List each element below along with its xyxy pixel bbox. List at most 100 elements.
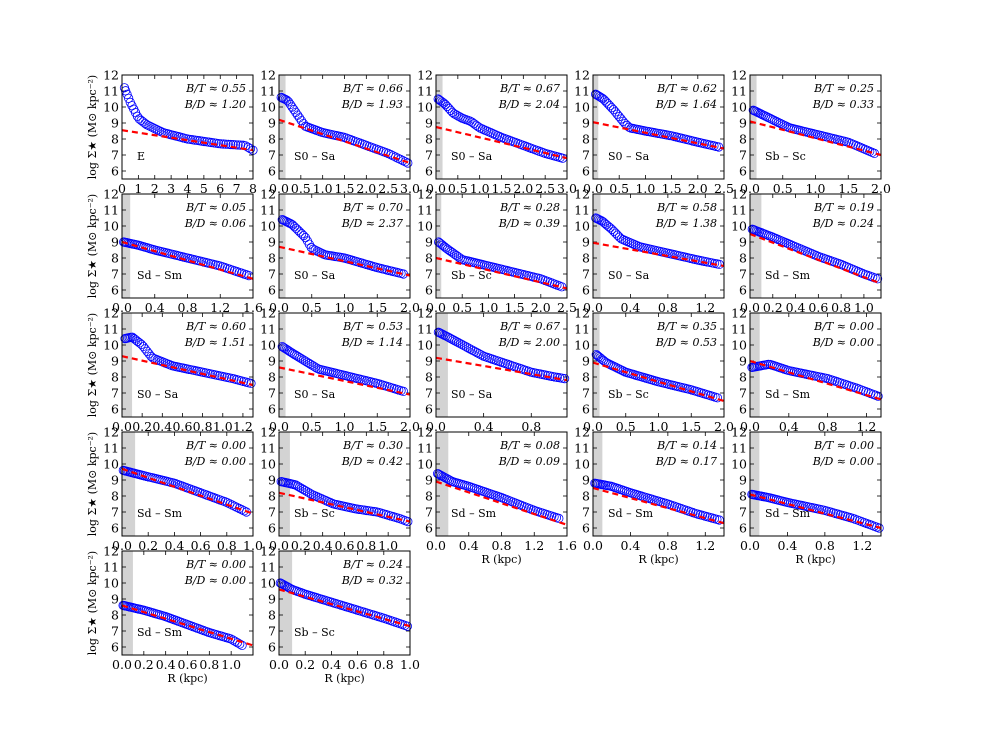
y-tick-label: 10 (417, 219, 433, 234)
bt-ratio-label: B/T ≈ 0.24 (342, 558, 403, 571)
profile-point (865, 146, 875, 156)
y-tick-label: 11 (260, 84, 276, 99)
profile-point (152, 125, 162, 135)
morphology-label: Sb – Sc (294, 507, 335, 520)
disk-fit-line (278, 245, 411, 277)
profile-point (475, 123, 485, 133)
x-tick-label: 0.0 (269, 300, 289, 315)
y-tick-label: 11 (260, 560, 276, 575)
y-tick-label: 9 (111, 473, 119, 488)
x-tick-label: 2.0 (871, 181, 891, 196)
profile-point (439, 98, 449, 108)
morphology-label: Sd – Sm (608, 507, 654, 520)
y-tick-label: 7 (268, 267, 276, 282)
x-tick-label: 1.0 (854, 300, 874, 315)
y-tick-label: 9 (739, 354, 747, 369)
psf-band (279, 313, 286, 417)
profile-point (276, 92, 286, 103)
y-tick-label: 12 (260, 68, 276, 83)
y-tick-label: 9 (268, 592, 276, 607)
y-tick-label: 11 (103, 441, 119, 456)
bd-ratio-label: B/D ≈ 0.33 (812, 98, 874, 111)
disk-fit-line (278, 118, 411, 165)
bt-ratio-label: B/T ≈ 0.66 (342, 82, 403, 95)
profile-point (221, 139, 231, 149)
y-tick-label: 9 (582, 473, 590, 488)
y-tick-label: 10 (260, 100, 276, 115)
y-tick-label: 8 (111, 370, 119, 385)
x-tick-label: 1.5 (505, 300, 525, 315)
morphology-label: S0 – Sa (608, 150, 650, 163)
y-tick-label: 6 (268, 640, 276, 655)
profile-point (486, 128, 496, 138)
x-tick-label: 0.4 (777, 538, 797, 553)
profile-point (595, 215, 605, 225)
y-tick-label: 6 (268, 164, 276, 179)
bd-ratio-label: B/D ≈ 1.14 (341, 336, 403, 349)
profile-point (237, 505, 247, 515)
bt-ratio-label: B/T ≈ 0.58 (656, 201, 717, 214)
bt-ratio-label: B/T ≈ 0.35 (656, 320, 717, 333)
profile-point (554, 513, 564, 524)
y-tick-label: 8 (268, 608, 276, 623)
psf-band (750, 75, 757, 179)
profile-point (781, 238, 791, 248)
panel-frame (749, 431, 882, 537)
profile-point (142, 120, 152, 130)
profile-point (624, 237, 634, 247)
y-tick-label: 6 (582, 521, 590, 536)
x-tick-label: 0.8 (356, 538, 376, 553)
x-tick-label: 0.2 (295, 657, 315, 672)
y-tick-label: 9 (111, 235, 119, 250)
y-tick-label: 7 (111, 505, 119, 520)
y-tick-label: 7 (739, 386, 747, 401)
y-tick-label: 10 (731, 100, 747, 115)
profile-point (281, 344, 291, 354)
morphology-label: S0 – Sa (294, 269, 336, 282)
y-tick-label: 6 (268, 521, 276, 536)
profile-point (800, 246, 811, 256)
y-tick-label: 9 (425, 116, 433, 131)
x-tick-label: 1.0 (400, 657, 420, 672)
bt-ratio-label: B/T ≈ 0.28 (499, 201, 560, 214)
profile-point (150, 124, 160, 134)
x-tick-label: 2.0 (400, 419, 420, 434)
profile-point (306, 489, 317, 499)
profile-point (476, 350, 486, 360)
disk-fit-line (121, 355, 254, 387)
x-tick-label: 0.8 (658, 300, 678, 315)
y-tick-label: 7 (425, 386, 433, 401)
profile-point (225, 634, 236, 644)
y-tick-label: 6 (582, 402, 590, 417)
bt-ratio-label: B/T ≈ 0.08 (499, 439, 560, 452)
y-tick-label: 9 (268, 235, 276, 250)
profile-point (807, 249, 817, 259)
y-tick-label: 9 (268, 116, 276, 131)
profile-point (618, 366, 628, 376)
x-tick-label: 2.5 (714, 181, 734, 196)
bt-ratio-label: B/T ≈ 0.00 (813, 320, 874, 333)
panel-frame (121, 550, 254, 656)
profile-point (598, 94, 608, 104)
morphology-label: Sb – Sc (765, 150, 806, 163)
x-axis-label: R (kpc) (638, 553, 678, 566)
bt-ratio-label: B/T ≈ 0.53 (342, 320, 403, 333)
y-tick-label: 9 (425, 235, 433, 250)
y-tick-label: 8 (425, 251, 433, 266)
morphology-label: Sb – Sc (608, 388, 649, 401)
y-tick-label: 8 (111, 489, 119, 504)
y-tick-label: 12 (574, 425, 590, 440)
y-tick-label: 12 (260, 425, 276, 440)
y-tick-label: 11 (103, 84, 119, 99)
y-tick-label: 11 (417, 322, 433, 337)
x-tick-label: 0.4 (152, 419, 172, 434)
x-tick-label: 0.5 (773, 181, 793, 196)
y-tick-label: 10 (731, 457, 747, 472)
morphology-label: Sb – Sc (451, 269, 492, 282)
profile-point (492, 131, 503, 141)
